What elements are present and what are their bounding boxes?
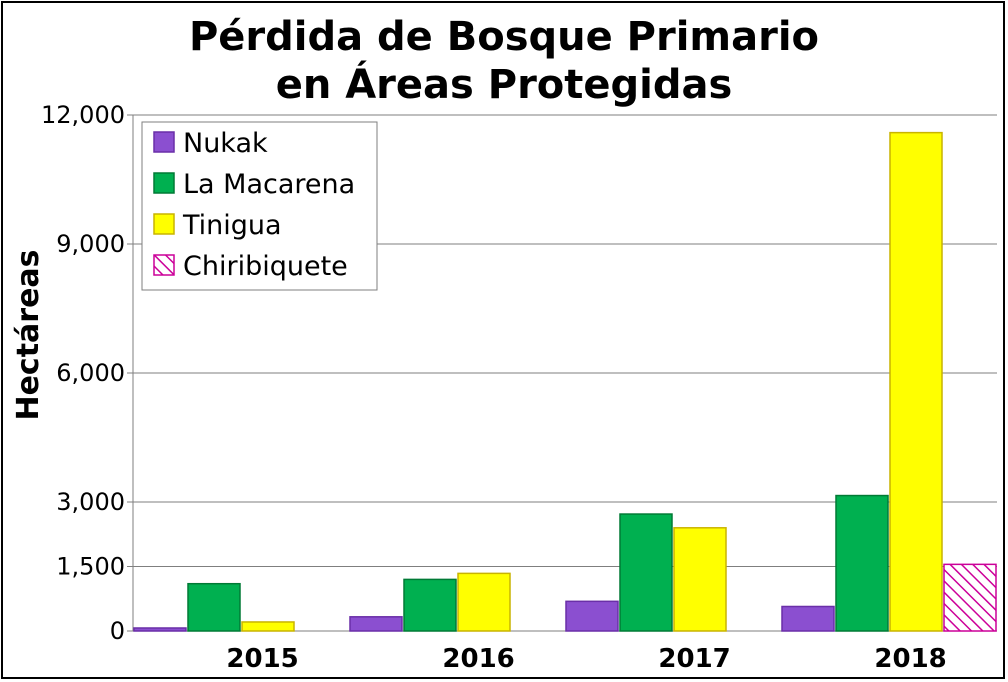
bar-la-macarena-2017 bbox=[619, 513, 673, 632]
legend-swatch-tinigua bbox=[153, 213, 175, 235]
y-tick-label: 12,000 bbox=[41, 101, 125, 129]
chart-title-line1: Pérdida de Bosque Primario bbox=[189, 14, 819, 60]
y-tick-labels: 0 1,500 3,000 6,000 9,000 12,000 bbox=[41, 101, 125, 645]
x-tick-label: 2015 bbox=[226, 644, 298, 674]
x-tick-labels: 2015 2016 2017 2018 bbox=[226, 644, 946, 674]
x-tick-label: 2017 bbox=[658, 644, 730, 674]
x-tick-label: 2016 bbox=[442, 644, 514, 674]
bar-nukak-2017 bbox=[565, 600, 619, 632]
bar-nukak-2018 bbox=[781, 605, 835, 632]
legend-swatch-nukak bbox=[153, 131, 175, 153]
bar-chiribiquete-2018 bbox=[943, 563, 997, 632]
bar-nukak-2015 bbox=[133, 627, 187, 632]
legend: Nukak La Macarena Tinigua Chiribiquete bbox=[141, 121, 378, 291]
y-tick-label: 6,000 bbox=[56, 359, 125, 387]
bar-la-macarena-2016 bbox=[403, 578, 457, 632]
legend-label: La Macarena bbox=[183, 169, 355, 200]
legend-swatch-chiribiquete bbox=[153, 254, 175, 276]
bar-la-macarena-2015 bbox=[187, 582, 241, 632]
bar-tinigua-2016 bbox=[457, 572, 511, 632]
bar-nukak-2016 bbox=[349, 616, 403, 632]
bars bbox=[133, 131, 997, 632]
legend-label: Chiribiquete bbox=[183, 251, 348, 282]
y-axis-label: Hectáreas bbox=[11, 249, 46, 420]
bar-la-macarena-2018 bbox=[835, 494, 889, 632]
y-tick-label: 3,000 bbox=[56, 488, 125, 516]
x-tick-label: 2018 bbox=[874, 644, 946, 674]
y-tick-label: 0 bbox=[110, 617, 125, 645]
bar-tinigua-2015 bbox=[241, 621, 295, 632]
legend-swatch-la-macarena bbox=[153, 172, 175, 194]
bar-tinigua-2017 bbox=[673, 527, 727, 632]
legend-label: Tinigua bbox=[182, 210, 282, 241]
legend-label: Nukak bbox=[183, 128, 268, 159]
y-tick-label: 9,000 bbox=[56, 230, 125, 258]
y-tick-label: 1,500 bbox=[56, 553, 125, 581]
chart-title-line2: en Áreas Protegidas bbox=[276, 60, 733, 108]
bar-tinigua-2018 bbox=[889, 131, 943, 632]
legend-box bbox=[141, 121, 378, 291]
